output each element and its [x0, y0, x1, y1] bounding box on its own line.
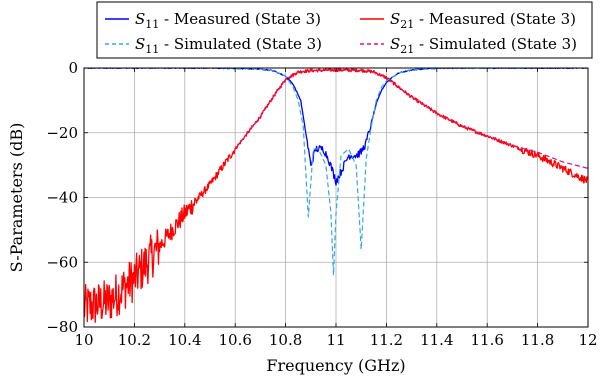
- y-tick-label: 0: [68, 59, 78, 77]
- x-tick-label: 10.4: [168, 331, 201, 349]
- y-axis-title: S-Parameters (dB): [7, 123, 26, 273]
- x-tick-label: 11: [326, 331, 345, 349]
- x-axis-title: Frequency (GHz): [266, 356, 405, 375]
- grid: [84, 68, 588, 327]
- legend-label: S11 - Measured (State 3): [135, 10, 321, 31]
- x-tick-label: 11.8: [521, 331, 554, 349]
- x-tick-label: 11.4: [420, 331, 453, 349]
- x-tick-label: 10: [74, 331, 93, 349]
- legend-label: S21 - Measured (State 3): [390, 10, 576, 31]
- legend-label: S11 - Simulated (State 3): [135, 35, 322, 56]
- x-tick-label: 10.8: [269, 331, 302, 349]
- x-tick-label: 10.2: [118, 331, 151, 349]
- x-tick-label: 11.6: [470, 331, 503, 349]
- x-tick-label: 11.2: [370, 331, 403, 349]
- y-tick-label: −20: [46, 124, 78, 142]
- ticks: 10 10.2 10.4 10.6 10.8 11 11.2 11.4 11.6 11.8 12 −8…: [46, 59, 597, 349]
- legend: S11 - Measured (State 3) S21 - Measured (…: [96, 1, 593, 59]
- series-line-11-simulated: [84, 68, 588, 276]
- x-tick-label: 12: [578, 331, 597, 349]
- legend-label: S21 - Simulated (State 3): [390, 35, 577, 56]
- y-tick-label: −40: [46, 189, 78, 207]
- y-tick-label: −60: [46, 253, 78, 271]
- y-tick-label: −80: [46, 318, 78, 336]
- x-tick-label: 10.6: [218, 331, 251, 349]
- legend-box: [96, 1, 593, 59]
